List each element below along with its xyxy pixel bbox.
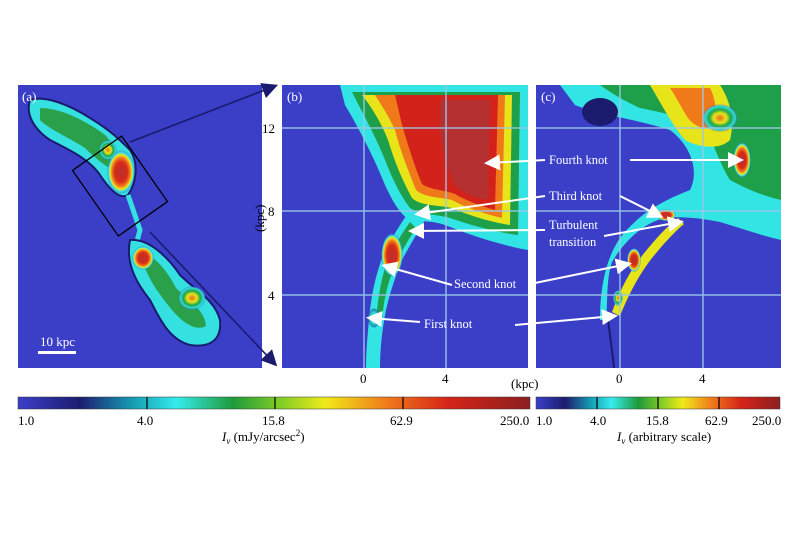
panel-a-scalebar: [38, 351, 76, 354]
panel-a-core: [107, 150, 135, 194]
fourth-knot-arrow-b: [484, 154, 546, 171]
third-knot-label: Third knot: [549, 189, 603, 203]
colorbar-secondary: 1.0 4.0 15.8 62.9 250.0 Iν (arbitrary sc…: [535, 396, 781, 446]
panel-a-tag: (a): [22, 89, 36, 104]
panel-b-jet: [366, 210, 425, 368]
zoom-arrow-top: [129, 83, 278, 143]
colorbar-main-label: Iν (mJy/arcsec2): [221, 428, 305, 446]
colorbar-secondary-tick-1: 4.0: [590, 413, 606, 428]
second-knot-arrow-c: [529, 258, 632, 285]
y-axis-unit: (kpc): [252, 205, 267, 232]
panel-c-jet: [612, 218, 684, 316]
panel-a-scalebar-label: 10 kpc: [40, 334, 75, 349]
turbulent-arrow-b: [408, 222, 546, 239]
colorbar-secondary-tick-0: 1.0: [536, 413, 552, 428]
colorbar-secondary-label: Iν (arbitrary scale): [616, 429, 711, 446]
first-knot-label: First knot: [424, 317, 473, 331]
panel-b: [282, 85, 528, 368]
colorbar-secondary-tick-3: 62.9: [705, 413, 728, 428]
panel-b-grid: [282, 85, 528, 368]
third-knot-arrow-b: [414, 195, 546, 221]
colorbar-main-tick-3: 62.9: [390, 413, 413, 428]
colorbar-secondary-tick-4: 250.0: [752, 413, 781, 428]
x-tick-b-4: 4: [442, 371, 449, 386]
second-knot-arrow-b: [381, 261, 453, 286]
annotations: Fourth knot Third knot Turbulent transit…: [366, 152, 744, 331]
second-knot-label: Second knot: [454, 277, 517, 291]
colorbar-secondary-tick-2: 15.8: [646, 413, 669, 428]
y-tick-8: 8: [268, 204, 275, 219]
y-tick-4: 4: [268, 288, 275, 303]
turbulent-label-line2: transition: [549, 235, 597, 249]
x-tick-b-0: 0: [360, 371, 367, 386]
x-tick-c-0: 0: [616, 371, 623, 386]
zoom-arrow-bottom: [149, 231, 278, 367]
turbulent-arrow-c: [603, 216, 684, 237]
third-knot-arrow-c: [619, 195, 664, 218]
fourth-knot-label: Fourth knot: [549, 153, 608, 167]
panel-c-tag: (c): [541, 89, 555, 104]
turbulent-label-line1: Turbulent: [549, 218, 598, 232]
colorbar-main-tick-0: 1.0: [18, 413, 34, 428]
colorbar-main-tick-4: 250.0: [500, 413, 529, 428]
colorbar-main-tick-1: 4.0: [137, 413, 153, 428]
first-knot-arrow-b: [366, 310, 421, 327]
colorbar-main: 1.0 4.0 15.8 62.9 250.0 Iν (mJy/arcsec2): [17, 396, 531, 446]
x-tick-c-4: 4: [699, 371, 706, 386]
panel-c: [536, 85, 781, 368]
panel-c-grid: [536, 85, 781, 368]
panel-a-zoom-box: [71, 135, 169, 237]
colorbar-main-tick-2: 15.8: [262, 413, 285, 428]
y-tick-12: 12: [262, 121, 275, 136]
first-knot-arrow-c: [514, 309, 618, 326]
x-axis-unit: (kpc): [511, 376, 538, 391]
panel-a: 10 kpc: [18, 85, 262, 368]
panel-b-tag: (b): [287, 89, 302, 104]
